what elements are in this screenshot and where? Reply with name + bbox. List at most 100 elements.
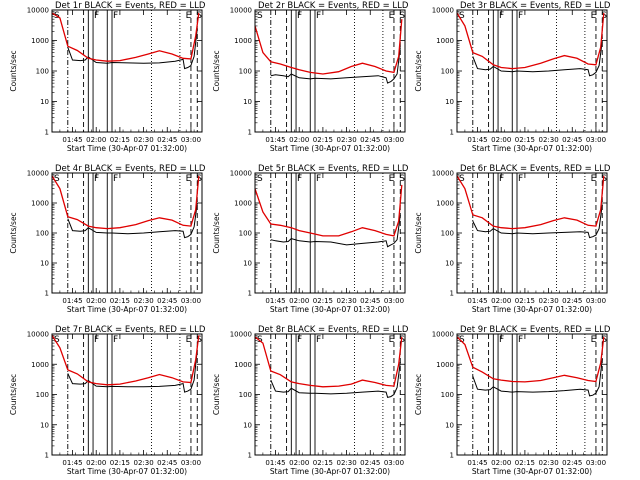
panel-1-xlabel: Start Time (30-Apr-07 01:32:00): [67, 144, 187, 153]
panel-3-ytick-label: 10: [445, 98, 454, 106]
panel-4: Det 4r BLACK = Events, RED = LLD 1 10 100 10…: [9, 164, 206, 314]
panel-7-frame: [51, 333, 203, 456]
panel-1-xtick-label: 01:45: [62, 136, 82, 144]
panel-8-ytick-label: 100: [239, 391, 252, 399]
panel-9-xtick-label: 03:00: [586, 459, 606, 467]
panel-3-xtick-label: 02:30: [538, 136, 558, 144]
panel-9-xtick-label: 02:45: [562, 459, 582, 467]
panel-5-ytick-label: 10: [243, 260, 252, 268]
panel-1-title: Det 1r BLACK = Events, RED = LLD: [55, 1, 206, 11]
panel-9-xtick-label: 02:30: [538, 459, 558, 467]
panel-1-series-lld: [52, 12, 200, 62]
panel-8-marker-f: F: [297, 335, 302, 345]
panel-6-xlabel: Start Time (30-Apr-07 01:32:00): [472, 305, 592, 314]
panel-9-ylabel: Counts/sec: [414, 374, 423, 415]
panel-1-xtick-label: 02:00: [86, 136, 106, 144]
panel-2-xtick-label: 03:00: [384, 136, 404, 144]
panel-3-ytick-label: 1000: [436, 37, 454, 45]
panel-9-title: Det 9r BLACK = Events, RED = LLD: [460, 325, 611, 335]
panel-2-frame: [254, 9, 406, 133]
panel-1-marker-s: S: [196, 11, 202, 21]
panel-2-series-events: [270, 47, 401, 84]
panel-3-xtick-label: 02:00: [491, 136, 511, 144]
panel-7-xtick-label: 03:00: [181, 459, 201, 467]
panel-2-marker-f: F: [297, 11, 302, 21]
panel-8-xtick-label: 02:45: [360, 459, 380, 467]
panel-9-ytick-label: 10: [445, 421, 454, 429]
panel-8-ytick-label: 10000: [230, 331, 252, 339]
panel-6-ytick-label: 1000: [436, 200, 454, 208]
panel-4-xtick-label: 02:15: [110, 297, 130, 305]
panel-6-xtick-label: 02:45: [562, 297, 582, 305]
panel-9-xtick-label: 02:00: [491, 459, 511, 467]
panel-9-marker-s: S: [459, 335, 465, 345]
panel-8-xlabel: Start Time (30-Apr-07 01:32:00): [270, 467, 390, 476]
panel-3-series-lld: [457, 12, 605, 70]
panel-5-ytick-label: 1: [248, 290, 252, 298]
panel-5-series-events: [270, 214, 401, 248]
panel-5-xtick-label: 02:45: [360, 297, 380, 305]
panel-7-xtick-label: 02:15: [110, 459, 130, 467]
panel-9-marker-s: S: [601, 335, 607, 345]
panel-8-title: Det 8r BLACK = Events, RED = LLD: [258, 325, 409, 335]
panel-8-xtick-label: 02:15: [313, 459, 333, 467]
panel-6-xtick-label: 02:30: [538, 297, 558, 305]
panel-2-xtick-label: 01:45: [265, 136, 285, 144]
panel-6-ytick-label: 10: [445, 260, 454, 268]
panel-7-marker-f: F: [94, 335, 99, 345]
panel-4-xtick-label: 01:45: [62, 297, 82, 305]
panel-1-ytick-label: 10: [40, 98, 49, 106]
panel-5-marker-e: E: [389, 174, 395, 184]
panel-3-ytick-label: 10000: [432, 7, 454, 15]
panel-4-marker-e: E: [186, 174, 192, 184]
panel-8-ylabel: Counts/sec: [212, 374, 221, 415]
panel-1-frame: [51, 9, 203, 133]
panel-1-series-events: [67, 28, 198, 70]
panel-2-marker-s: S: [257, 11, 263, 21]
panel-4-series-lld: [52, 175, 200, 230]
panel-8-frame: [254, 333, 406, 456]
panel-9-ytick-label: 10000: [432, 331, 454, 339]
panel-9-marker-f: F: [518, 335, 523, 345]
panel-1: Det 1r BLACK = Events, RED = LLD 1 10 100 10…: [9, 1, 206, 153]
panel-3-title: Det 3r BLACK = Events, RED = LLD: [460, 1, 611, 11]
panel-4-marker-f: F: [94, 174, 99, 184]
panel-3-xlabel: Start Time (30-Apr-07 01:32:00): [472, 144, 592, 153]
panel-7-ytick-label: 100: [36, 391, 49, 399]
panel-4-ytick-label: 10: [40, 260, 49, 268]
panel-8-marker-e: E: [389, 335, 395, 345]
panel-2-series-lld: [255, 19, 403, 75]
panel-7-ytick-label: 10000: [27, 331, 49, 339]
panel-3-xtick-label: 02:45: [562, 136, 582, 144]
panel-5: Det 5r BLACK = Events, RED = LLD 1 10 100 10…: [212, 164, 409, 314]
panel-2-marker-f: F: [316, 11, 321, 21]
panel-7-series-events: [67, 349, 198, 393]
panel-3-frame: [456, 9, 608, 133]
panel-9-ytick-label: 1000: [436, 361, 454, 369]
panel-5-xlabel: Start Time (30-Apr-07 01:32:00): [270, 305, 390, 314]
panel-2-ytick-label: 1000: [234, 37, 252, 45]
panel-3-marker-f: F: [499, 11, 504, 21]
panel-4-ytick-label: 1000: [31, 200, 49, 208]
panel-5-marker-f: F: [297, 174, 302, 184]
panel-9-ytick-label: 1: [450, 452, 454, 460]
panel-6-marker-e: E: [591, 174, 597, 184]
panel-7-marker-f: F: [113, 335, 118, 345]
panel-8-ytick-label: 1000: [234, 361, 252, 369]
panel-9-xtick-label: 01:45: [467, 459, 487, 467]
panel-4-marker-s: S: [54, 174, 60, 184]
panel-1-ytick-label: 1000: [31, 37, 49, 45]
panel-8-marker-s: S: [399, 335, 405, 345]
panel-4-xlabel: Start Time (30-Apr-07 01:32:00): [67, 305, 187, 314]
panel-9-series-lld: [457, 336, 605, 383]
panel-8-ytick-label: 1: [248, 452, 252, 460]
panel-7-title: Det 7r BLACK = Events, RED = LLD: [55, 325, 206, 335]
panel-4-xtick-label: 03:00: [181, 297, 201, 305]
panel-4-title: Det 4r BLACK = Events, RED = LLD: [55, 164, 206, 174]
panel-8: Det 8r BLACK = Events, RED = LLD 1 10 100 10…: [212, 325, 409, 476]
panel-9-xtick-label: 02:15: [515, 459, 535, 467]
panel-7-xlabel: Start Time (30-Apr-07 01:32:00): [67, 467, 187, 476]
panel-3-xtick-label: 02:15: [515, 136, 535, 144]
panel-4-marker-s: S: [196, 174, 202, 184]
panel-7-marker-e: E: [186, 335, 192, 345]
